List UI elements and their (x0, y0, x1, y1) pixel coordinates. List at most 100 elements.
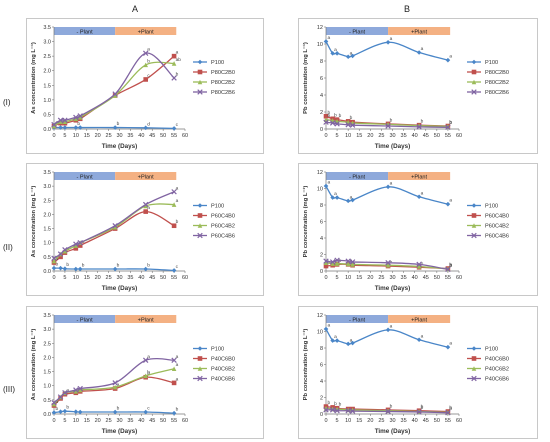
data-point (323, 119, 329, 125)
data-point (334, 257, 340, 263)
significance-letter: b (449, 262, 452, 268)
legend-label: P60C4B2 (211, 224, 235, 230)
y-tick-label: 3.5 (43, 25, 51, 31)
x-tick-label: 40 (138, 418, 144, 424)
y-tick-label: 12 (317, 170, 323, 176)
phase-band-label: +Plant (411, 29, 427, 35)
legend-swatch-marker (471, 375, 477, 382)
significance-letter: a (176, 51, 179, 56)
series-line (53, 210, 175, 264)
series-P60C4B6: a (51, 186, 179, 261)
x-tick-label: 0 (52, 275, 55, 281)
data-point (77, 409, 83, 415)
x-tick-label: 25 (106, 418, 112, 424)
data-point (112, 125, 118, 130)
significance-letter: a (328, 181, 331, 186)
phase-band (388, 315, 451, 323)
legend-label: P80C2B0 (485, 70, 509, 76)
legend-item: P80C2B2 (193, 79, 235, 86)
data-point (62, 119, 68, 125)
x-tick-label: 20 (367, 275, 373, 281)
data-point (171, 53, 177, 59)
data-point (385, 262, 391, 268)
legend-swatch-marker (197, 213, 203, 218)
legend-item: P60C4B0 (193, 213, 235, 220)
series-line (53, 358, 175, 404)
x-tick-label: 45 (423, 133, 429, 139)
x-tick-label: 20 (95, 275, 101, 281)
legend-swatch-marker (197, 223, 203, 228)
data-point (58, 125, 63, 130)
y-tick-label: 3.5 (43, 170, 51, 176)
chart-panel-as-1: - Plant +Plant 0 5 10 15 20 25 30 35 40 45 50 55 60 0.0… (26, 18, 264, 154)
data-point (57, 117, 64, 123)
significance-letter: a (176, 355, 179, 360)
data-point (334, 261, 340, 266)
chart-panel-pb-1: - Plant +Plant 0 5 10 15 20 25 30 35 40 45 50 55 60 0 2 4… (298, 18, 538, 154)
x-tick-label: 10 (345, 133, 351, 139)
phase-band (54, 172, 116, 180)
x-tick-label: 15 (84, 133, 90, 139)
significance-letter: b (350, 115, 353, 121)
data-point (73, 241, 79, 247)
y-tick-label: 8 (320, 346, 323, 352)
legend-label: P80C2B6 (211, 90, 235, 96)
data-point (416, 409, 422, 415)
legend-label: P40C6B0 (485, 357, 509, 363)
legend-label: P100 (485, 60, 498, 66)
phase-band (54, 27, 116, 35)
legend-swatch-marker (471, 223, 477, 228)
x-tick-label: 35 (401, 275, 407, 281)
data-point (51, 401, 57, 407)
phase-band (326, 172, 389, 180)
series-P80C2B6: ab (51, 48, 179, 128)
data-point (345, 198, 351, 204)
data-point (51, 123, 57, 129)
significance-letter: b (176, 407, 179, 413)
x-tick-label: 0 (324, 418, 327, 424)
legend-label: P100 (211, 60, 224, 66)
legend-label: P100 (211, 347, 224, 353)
significance-letter: a (334, 335, 337, 340)
phase-band (54, 315, 116, 323)
data-point (77, 239, 83, 246)
legend-item: P60C4B2 (467, 223, 509, 230)
x-tick-label: 50 (434, 133, 440, 139)
series-P80C2B6 (323, 119, 451, 131)
y-tick-label: 2 (320, 253, 323, 259)
x-tick-label: 45 (423, 418, 429, 424)
data-point (445, 124, 451, 131)
significance-letter: b (449, 120, 452, 126)
x-tick-label: 10 (345, 275, 351, 281)
series-P100: a a a a a a (323, 324, 452, 350)
significance-letter: a (56, 400, 59, 405)
data-point (73, 266, 79, 272)
data-point (112, 93, 118, 98)
chart-panel-as-3: - Plant +Plant 0 5 10 15 20 25 30 35 40 45 50 55 60 0.0… (26, 306, 264, 439)
data-point (73, 114, 79, 121)
data-point (349, 122, 356, 128)
x-tick-label: 55 (171, 418, 177, 424)
x-tick-label: 50 (160, 133, 166, 139)
legend-label: P60C4B0 (211, 214, 235, 220)
significance-letter: b (147, 369, 150, 375)
series-P60C4B0: aaaaaaab (51, 206, 179, 265)
y-tick-label: 6 (320, 220, 323, 226)
x-tick-label: 40 (412, 275, 418, 281)
series-P100: a a a a a a (323, 181, 452, 207)
legend-label: P60C4B0 (485, 214, 509, 220)
phase-band-label: +Plant (138, 317, 154, 323)
column-heading-b: B (404, 4, 411, 14)
x-tick-label: 50 (434, 275, 440, 281)
x-tick-label: 35 (127, 418, 133, 424)
significance-letter: a (350, 195, 353, 200)
legend-swatch-marker (197, 89, 203, 95)
data-point (416, 337, 422, 343)
significance-letter: a (176, 186, 179, 191)
legend-item: P40C6B6 (467, 375, 509, 383)
data-point (416, 264, 422, 269)
data-point (171, 410, 177, 416)
significance-letter: b (449, 405, 452, 411)
x-tick-label: 55 (445, 418, 451, 424)
significance-letter: b (176, 72, 179, 78)
